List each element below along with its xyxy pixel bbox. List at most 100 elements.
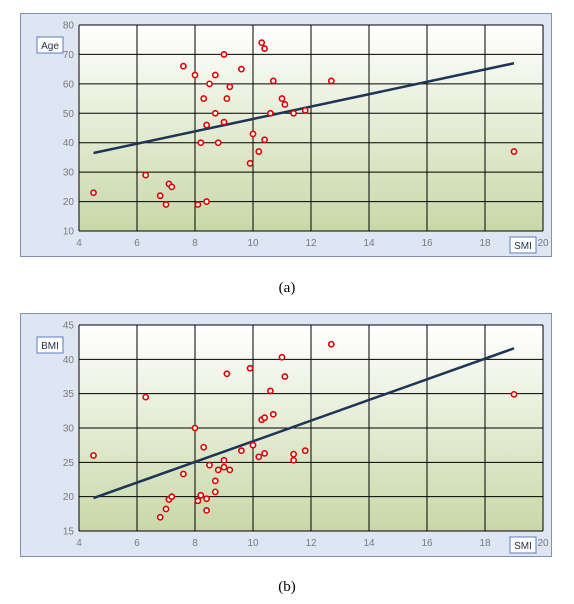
data-point <box>197 139 205 147</box>
data-point <box>255 148 263 155</box>
data-point <box>226 466 234 474</box>
x-tick-label: 20 <box>537 238 549 249</box>
data-point <box>220 456 228 464</box>
y-tick-label: 25 <box>63 458 75 469</box>
data-point <box>211 477 219 485</box>
data-point <box>266 387 274 395</box>
data-point <box>246 159 254 167</box>
data-point <box>327 77 335 85</box>
data-point <box>301 447 309 455</box>
y-tick-label: 70 <box>63 50 75 61</box>
data-point <box>200 443 208 451</box>
x-tick-label: 10 <box>247 538 259 549</box>
data-point <box>194 497 202 505</box>
data-point <box>226 83 234 91</box>
data-point <box>211 488 219 496</box>
x-tick-label: 6 <box>134 238 140 249</box>
data-point <box>278 353 286 361</box>
x-tick-label: 20 <box>537 538 549 549</box>
data-point <box>203 121 210 129</box>
data-point <box>237 65 245 73</box>
data-point <box>142 393 150 401</box>
y-tick-label: 60 <box>63 79 75 90</box>
y-tick-label: 20 <box>63 492 75 503</box>
data-point <box>206 461 213 469</box>
data-point <box>223 95 231 102</box>
data-point <box>220 463 228 471</box>
y-axis-label-text: Age <box>41 41 59 52</box>
x-tick-label: 16 <box>421 238 433 249</box>
y-tick-label: 30 <box>63 168 75 179</box>
x-axis-label: SMI <box>509 236 537 254</box>
data-point <box>200 95 208 102</box>
x-tick-label: 14 <box>363 538 375 549</box>
data-point <box>281 373 289 380</box>
y-tick-label: 40 <box>63 138 75 149</box>
chart-panel-b: 4 6 8 10 12 14 16 18 20 15 20 25 30 35 40 45 BMI SMI <box>20 313 552 557</box>
x-axis-label-box <box>509 236 537 254</box>
y-tick-label: 50 <box>63 109 75 120</box>
data-point <box>206 80 213 88</box>
x-tick-label: 12 <box>305 238 317 249</box>
data-point <box>168 493 176 501</box>
data-point <box>261 136 268 144</box>
data-point <box>290 450 297 458</box>
data-point <box>203 198 210 205</box>
y-tick-label: 80 <box>63 21 75 32</box>
data-point <box>156 192 164 200</box>
x-axis-label: SMI <box>509 536 537 554</box>
chart-panel-a: 4 6 8 10 12 14 16 18 20 10 20 30 40 50 60 70 80 Age SMI <box>20 13 552 257</box>
data-point <box>90 189 97 197</box>
x-tick-label: 8 <box>192 538 198 549</box>
y-tick-label: 20 <box>63 197 75 208</box>
data-point <box>211 71 219 79</box>
caption-b: (b) <box>278 579 296 595</box>
data-point <box>261 450 268 457</box>
data-point <box>269 410 277 418</box>
data-point <box>301 106 309 114</box>
y-axis-label: Age <box>36 36 64 54</box>
data-point <box>258 39 266 47</box>
bmi-vs-smi-scatter-chart: 4 6 8 10 12 14 16 18 20 15 20 25 30 35 40 45 BMI SMI <box>36 321 549 554</box>
y-axis-label-text: BMI <box>41 341 59 352</box>
data-point <box>290 109 297 117</box>
data-point <box>278 95 286 102</box>
x-tick-label: 6 <box>134 538 140 549</box>
x-tick-label: 16 <box>421 538 433 549</box>
y-tick-label: 30 <box>63 424 75 435</box>
data-point <box>237 447 245 455</box>
data-point <box>168 183 176 191</box>
x-axis-label-text: SMI <box>514 541 532 552</box>
data-point <box>281 101 289 108</box>
data-point <box>194 201 202 208</box>
data-point <box>179 470 187 478</box>
data-point <box>214 466 222 474</box>
data-point <box>191 424 199 432</box>
y-axis-label: BMI <box>36 336 64 354</box>
x-tick-label: 18 <box>479 538 491 549</box>
data-point <box>510 148 518 155</box>
data-point <box>269 77 277 85</box>
data-point <box>90 452 97 459</box>
data-point <box>162 201 170 208</box>
data-point <box>220 118 228 126</box>
y-tick-label: 40 <box>63 355 75 366</box>
data-point <box>156 513 164 521</box>
x-tick-label: 8 <box>192 238 198 249</box>
y-axis-label-box <box>36 336 64 354</box>
data-point <box>266 109 274 117</box>
data-point <box>179 62 187 70</box>
data-point <box>220 51 228 58</box>
data-point <box>246 364 254 372</box>
data-point <box>261 45 268 52</box>
trendline <box>93 347 515 500</box>
data-point <box>249 441 257 449</box>
data-point <box>214 139 222 147</box>
y-tick-label: 15 <box>63 527 75 538</box>
x-tick-label: 10 <box>247 238 259 249</box>
data-point <box>510 390 518 398</box>
x-tick-label: 18 <box>479 238 491 249</box>
data-point <box>203 495 210 503</box>
caption-a: (a) <box>278 280 296 296</box>
y-tick-label: 45 <box>63 321 75 332</box>
